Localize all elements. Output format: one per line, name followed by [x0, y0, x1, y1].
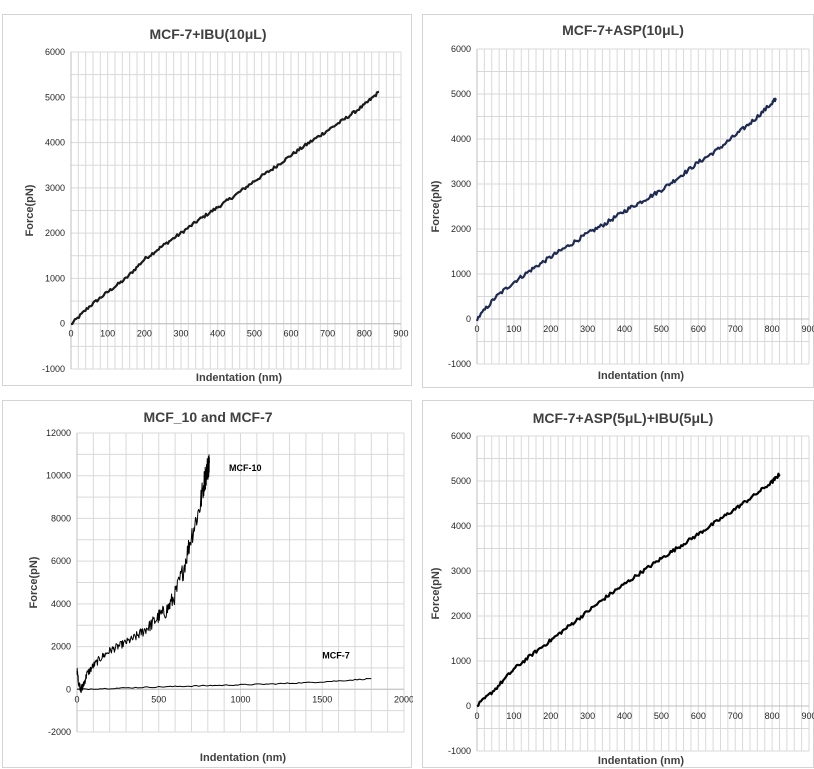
y-tick-label: -2000: [48, 727, 71, 737]
x-tick-label: 100: [506, 711, 521, 721]
y-tick-label: 3000: [45, 183, 65, 193]
chart-title: MCF-7+IBU(10μL): [149, 26, 266, 42]
chart-mcf10-mcf7-svg: 0 500 1000 1500 2000 -2000 0 2000 4000 6000 8000 10…: [28, 409, 413, 764]
chart-panel-mcf10-mcf7: 0 500 1000 1500 2000 -2000 0 2000 4000 6000 8000 10…: [2, 400, 413, 768]
x-tick-label: 900: [801, 711, 814, 721]
y-axis-label: Force(pN): [430, 567, 442, 619]
y-tick-label: 2000: [451, 224, 471, 234]
chart-ibu-svg: 0 100 200 300 400 500 600 700 800 900 -1000 0 1000 20…: [24, 26, 409, 384]
x-tick-label: 700: [320, 329, 335, 339]
y-tick-label: -1000: [42, 364, 65, 374]
series-line: [475, 97, 777, 322]
y-tick-label: 0: [60, 319, 65, 329]
y-tick-label: 0: [466, 314, 471, 324]
x-tick-label: 0: [474, 711, 479, 721]
y-tick-label: -1000: [448, 359, 471, 369]
x-tick-label: 800: [765, 711, 780, 721]
y-tick-label: 1000: [451, 269, 471, 279]
y-tick-label: 1000: [45, 273, 65, 283]
series-line: [70, 90, 380, 326]
x-tick-label: 200: [543, 324, 558, 334]
y-tick-label: 8000: [51, 513, 71, 523]
y-tick-label: 4000: [451, 134, 471, 144]
y-axis-label: Force(pN): [430, 180, 442, 232]
y-tick-label: 5000: [451, 476, 471, 486]
y-tick-label: 5000: [451, 89, 471, 99]
y-tick-label: 0: [66, 684, 71, 694]
y-tick-label: 4000: [51, 599, 71, 609]
x-axis-label: Indentation (nm): [598, 755, 684, 767]
y-tick-label: 5000: [45, 92, 65, 102]
series-line-mcf-7: [77, 678, 372, 690]
x-tick-label: 100: [100, 329, 115, 339]
x-tick-label: 900: [393, 329, 408, 339]
grid-lines: [476, 435, 810, 752]
y-tick-label: 6000: [51, 556, 71, 566]
y-axis-label: Force(pN): [28, 556, 40, 608]
y-tick-label: 3000: [451, 179, 471, 189]
x-tick-label: 400: [210, 329, 225, 339]
x-tick-label: 200: [543, 711, 558, 721]
x-tick-label: 0: [474, 324, 479, 334]
chart-title: MCF-7+ASP(10μL): [562, 22, 684, 38]
x-tick-label: 300: [580, 711, 595, 721]
y-tick-label: 2000: [45, 228, 65, 238]
x-tick-label: 2000: [394, 694, 413, 704]
annotation-mcf10: MCF-10: [229, 463, 262, 473]
chart-panel-asp-ibu: 0 100 200 300 400 500 600 700 800 900 -1000 0 1000 20…: [422, 400, 814, 768]
y-tick-label: 2000: [51, 642, 71, 652]
x-tick-label: 200: [137, 329, 152, 339]
y-tick-label: 6000: [451, 44, 471, 54]
x-tick-label: 500: [654, 324, 669, 334]
y-tick-label: 6000: [45, 47, 65, 57]
x-tick-label: 400: [617, 711, 632, 721]
chart-title: MCF-7+ASP(5μL)+IBU(5μL): [533, 410, 713, 426]
x-tick-label: 700: [728, 324, 743, 334]
grid-lines: [70, 51, 402, 370]
grid-lines: [76, 432, 405, 733]
y-tick-label: 4000: [45, 138, 65, 148]
series-line-mcf-10: [76, 454, 210, 694]
x-tick-label: 500: [247, 329, 262, 339]
y-tick-label: -1000: [448, 746, 471, 756]
x-tick-label: 600: [283, 329, 298, 339]
x-tick-label: 500: [151, 694, 166, 704]
y-tick-label: 3000: [451, 566, 471, 576]
x-tick-label: 300: [580, 324, 595, 334]
y-tick-label: 10000: [46, 471, 71, 481]
x-tick-label: 0: [74, 694, 79, 704]
x-tick-label: 400: [617, 324, 632, 334]
chart-title: MCF_10 and MCF-7: [143, 409, 272, 425]
annotation-mcf7: MCF-7: [322, 650, 350, 660]
y-tick-label: 2000: [451, 611, 471, 621]
series-line: [476, 472, 781, 708]
x-axis-label: Indentation (nm): [200, 752, 286, 764]
y-tick-label: 1000: [451, 656, 471, 666]
x-tick-label: 800: [765, 324, 780, 334]
y-axis-label: Force(pN): [24, 184, 36, 236]
x-tick-label: 900: [801, 324, 814, 334]
x-tick-label: 700: [728, 711, 743, 721]
x-tick-label: 600: [691, 324, 706, 334]
x-tick-label: 500: [654, 711, 669, 721]
x-tick-label: 1000: [230, 694, 250, 704]
x-tick-label: 1500: [312, 694, 332, 704]
y-tick-label: 0: [466, 701, 471, 711]
y-tick-label: 12000: [46, 428, 71, 438]
x-axis-label: Indentation (nm): [196, 372, 282, 384]
y-tick-label: 4000: [451, 521, 471, 531]
x-tick-label: 800: [357, 329, 372, 339]
x-tick-label: 300: [173, 329, 188, 339]
grid-lines: [476, 48, 810, 365]
x-axis-label: Indentation (nm): [598, 370, 684, 382]
x-tick-label: 100: [506, 324, 521, 334]
chart-asp-ibu-svg: 0 100 200 300 400 500 600 700 800 900 -1000 0 1000 20…: [430, 410, 814, 767]
x-tick-label: 0: [68, 329, 73, 339]
chart-panel-asp: 0 100 200 300 400 500 600 700 800 900 -1000 0 1000 20…: [422, 14, 814, 388]
x-tick-label: 600: [691, 711, 706, 721]
y-tick-label: 6000: [451, 431, 471, 441]
chart-asp-svg: 0 100 200 300 400 500 600 700 800 900 -1000 0 1000 20…: [430, 22, 814, 382]
chart-panel-ibu: 0 100 200 300 400 500 600 700 800 900 -1000 0 1000 20…: [2, 14, 412, 386]
